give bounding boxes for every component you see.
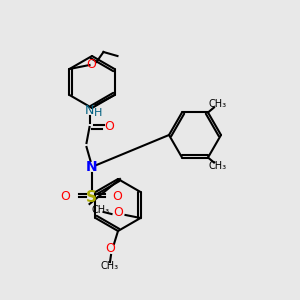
Text: O: O [114, 206, 124, 220]
Text: N: N [85, 103, 94, 116]
Text: CH₃: CH₃ [209, 160, 227, 170]
Text: O: O [61, 190, 70, 203]
Text: O: O [105, 121, 115, 134]
Text: O: O [86, 58, 96, 70]
Text: N: N [86, 160, 97, 174]
Text: H: H [94, 108, 103, 118]
Text: CH₃: CH₃ [209, 100, 227, 110]
Text: O: O [112, 190, 122, 203]
Text: CH₃: CH₃ [92, 205, 110, 215]
Text: O: O [105, 242, 115, 256]
Text: S: S [86, 190, 97, 205]
Text: CH₃: CH₃ [101, 261, 119, 271]
